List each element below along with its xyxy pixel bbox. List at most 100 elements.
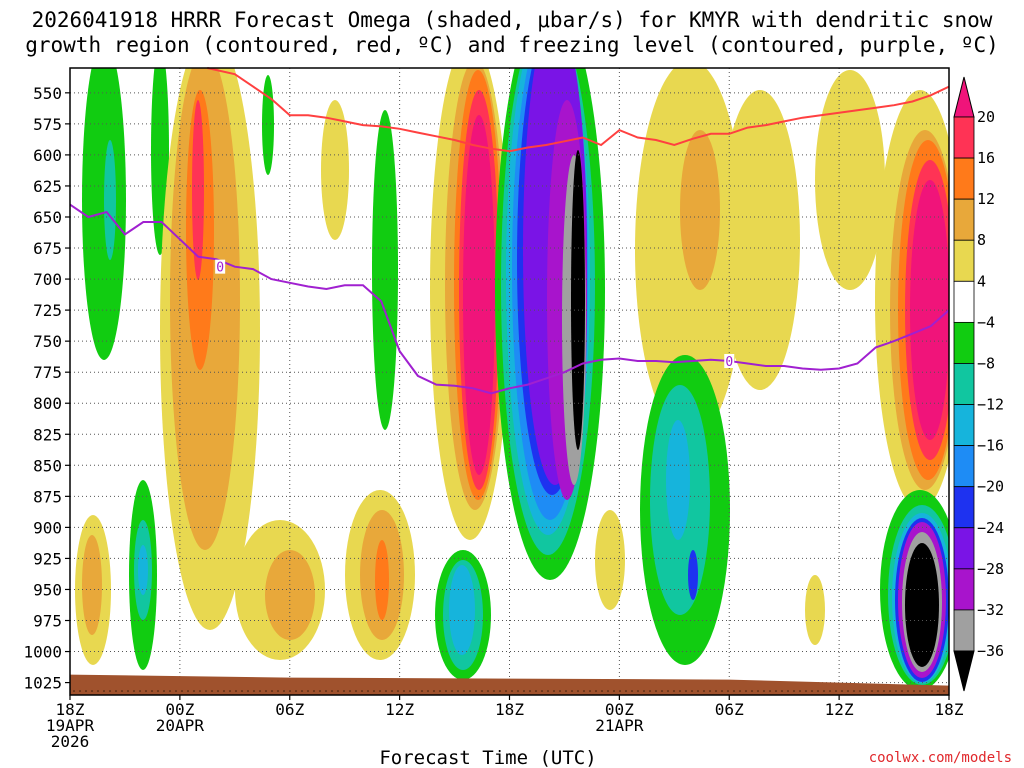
credit-text: coolwx.com/models: [869, 750, 1012, 766]
ground-dot: [649, 690, 651, 692]
colorbar-bin-11: [953, 568, 975, 611]
ground-dot: [757, 690, 759, 692]
ground-dot: [271, 690, 273, 692]
ground-dot: [943, 690, 945, 692]
ground-dot: [931, 690, 933, 692]
ground-dot: [223, 690, 225, 692]
omega-fill-green-col3: [262, 75, 274, 175]
y-tick-label-950: 950: [33, 580, 62, 599]
ground-dot: [493, 690, 495, 692]
ground-dot: [823, 690, 825, 692]
ground-dot: [895, 690, 897, 692]
omega-fill-cyan-8: [138, 545, 148, 595]
ground-dot: [121, 690, 123, 692]
ground-dot: [901, 690, 903, 692]
ground-dot: [97, 690, 99, 692]
colorbar-bin-9: [953, 486, 975, 529]
ground-dot: [835, 690, 837, 692]
ground-dot: [577, 690, 579, 692]
omega-fill-yellow-13: [595, 510, 625, 610]
ground-dot: [655, 690, 657, 692]
ground-dot: [505, 690, 507, 692]
ground-dot: [199, 690, 201, 692]
colorbar-label-2: 12: [977, 190, 995, 208]
colorbar: 20 16 12 8 4 −4 −8 −12 −16 −20 −24 −28 −32 −36: [953, 76, 1004, 692]
x-tick-label-0-0: 18Z: [56, 700, 85, 719]
y-tick-label-600: 600: [33, 146, 62, 165]
ground-dot: [235, 690, 237, 692]
colorbar-max-triangle: [953, 76, 975, 118]
ground-dot: [301, 690, 303, 692]
y-tick-label-925: 925: [33, 549, 62, 568]
colorbar-label-4: 4: [977, 272, 986, 290]
colorbar-label-9: −20: [977, 478, 1004, 496]
ground-dot: [937, 690, 939, 692]
ground-dot: [319, 690, 321, 692]
ground-dot: [727, 690, 729, 692]
ground-dot: [763, 690, 765, 692]
ground-dot: [343, 690, 345, 692]
y-tick-label-825: 825: [33, 425, 62, 444]
y-tick-label-575: 575: [33, 115, 62, 134]
ground-dot: [133, 690, 135, 692]
ground-dot: [517, 690, 519, 692]
ground-dot: [361, 690, 363, 692]
ground-dot: [793, 690, 795, 692]
ground-dot: [583, 690, 585, 692]
ground-dot: [427, 690, 429, 692]
ground-dot: [607, 690, 609, 692]
ground-dot: [667, 690, 669, 692]
ground-dot: [385, 690, 387, 692]
ground-dot: [475, 690, 477, 692]
ground-dot: [157, 690, 159, 692]
ground-dot: [523, 690, 525, 692]
ground-dot: [685, 690, 687, 692]
ground-dot: [571, 690, 573, 692]
omega-fill-yellow-col4: [321, 100, 349, 240]
x-tick-label-36-0: 06Z: [715, 700, 744, 719]
ground-dot: [829, 690, 831, 692]
ground-dot: [253, 690, 255, 692]
x-tick-label-18-0: 12Z: [385, 700, 414, 719]
x-tick-label-6-0: 00Z: [165, 700, 194, 719]
ground-dot: [811, 690, 813, 692]
ground-dot: [337, 690, 339, 692]
ground-dot: [307, 690, 309, 692]
ground-dot: [589, 690, 591, 692]
omega-fill-yellow-14: [805, 575, 825, 645]
freezing-level-labels: 00: [215, 259, 735, 370]
y-tick-label-1025: 1025: [23, 674, 62, 693]
omega-fill-teal-left: [104, 140, 116, 260]
colorbar-bin-4: [953, 280, 975, 323]
ground-dot: [205, 690, 207, 692]
ground-dot: [391, 690, 393, 692]
ground-dot: [409, 690, 411, 692]
ground-dot: [631, 690, 633, 692]
ground-dot: [751, 690, 753, 692]
ground-dot: [451, 690, 453, 692]
ground-dot: [457, 690, 459, 692]
ground-dot: [187, 690, 189, 692]
ground-dot: [541, 690, 543, 692]
x-tick-label-6-1: 20APR: [156, 716, 205, 735]
x-tick-label-24-0: 18Z: [495, 700, 524, 719]
colorbar-bin-8: [953, 445, 975, 488]
omega-fill-black-15: [905, 543, 939, 667]
y-tick-label-975: 975: [33, 612, 62, 631]
ground-dot: [139, 690, 141, 692]
ground-dot: [373, 690, 375, 692]
omega-fill-cyan-11: [449, 565, 475, 655]
colorbar-label-5: −4: [977, 313, 995, 331]
ground-dot: [871, 690, 873, 692]
ground-dot: [865, 690, 867, 692]
ground-dot: [175, 690, 177, 692]
ground-dot: [691, 690, 693, 692]
omega-fill-cyan-12: [666, 420, 690, 540]
freezing-label-bg: [724, 354, 735, 369]
colorbar-bin-1: [953, 157, 975, 200]
ground-dot: [613, 690, 615, 692]
ground-dot: [241, 690, 243, 692]
y-tick-label-875: 875: [33, 487, 62, 506]
ground-dot: [355, 690, 357, 692]
